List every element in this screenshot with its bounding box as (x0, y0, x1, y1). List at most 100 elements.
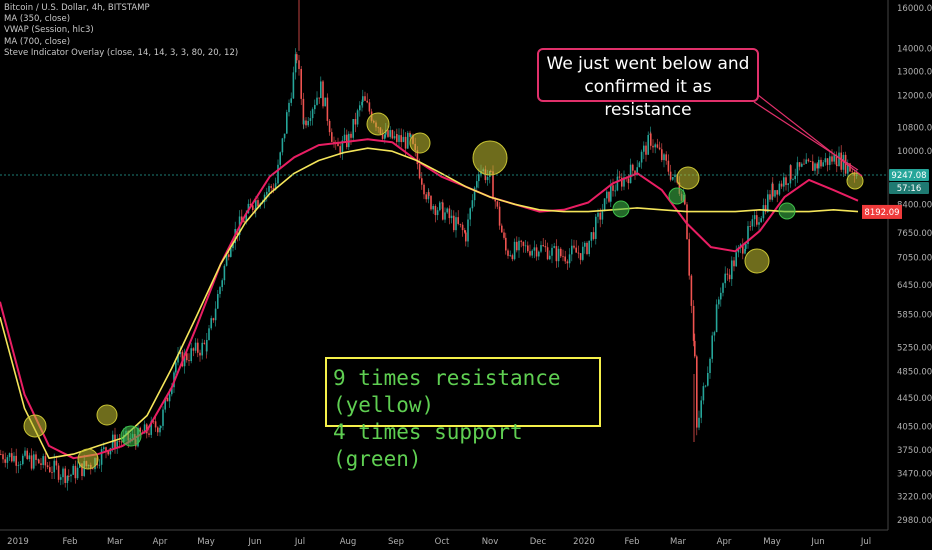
time-tick-label: Nov (482, 537, 499, 547)
candle-body (400, 135, 402, 143)
candle-body (74, 465, 77, 479)
note-line-2: 4 times support (green) (333, 420, 523, 471)
candle-body (288, 102, 290, 113)
candle-body (597, 212, 599, 217)
candle-body (368, 102, 371, 112)
candle-body (245, 212, 247, 223)
candle-body (17, 464, 20, 466)
support-marker (120, 425, 142, 447)
candle-body (544, 246, 547, 248)
candle-body (582, 246, 584, 260)
candle-body (621, 177, 623, 187)
time-axis[interactable]: 2019 Feb Mar Apr May Jun Jul Aug Sep Oct Nov Dec 202… (0, 529, 888, 547)
legend-indicator-ma350[interactable]: MA (350, close) (4, 14, 71, 25)
candle-body (30, 455, 33, 469)
candle-body (455, 217, 457, 231)
resistance-marker (472, 140, 508, 176)
candle-body (76, 467, 79, 479)
moving-average-lines (0, 138, 888, 460)
legend-indicator-ma700[interactable]: MA (700, close) (4, 36, 71, 47)
candle-body (835, 154, 838, 165)
resistance-marker (409, 132, 431, 154)
price-tick-label: 2980.00 (897, 516, 932, 526)
candle-body (774, 190, 776, 197)
candle-body (112, 434, 114, 444)
price-tick-label: 4050.00 (897, 423, 932, 433)
price-tick-label: 3220.00 (897, 492, 932, 502)
price-tick-label: 4450.00 (897, 394, 932, 404)
time-tick-label: Oct (435, 537, 450, 547)
candle-body (650, 133, 652, 146)
candle-body (257, 200, 259, 207)
candle-body (13, 455, 15, 462)
candle-body (396, 134, 398, 142)
candle-body (518, 240, 520, 251)
candle-body (476, 181, 478, 188)
time-tick-label: Mar (107, 537, 124, 547)
candle-body (314, 104, 316, 110)
candle-body (432, 206, 434, 210)
candle-body (831, 156, 833, 162)
candle-body (577, 252, 580, 254)
candle-body (511, 255, 514, 260)
candle-body (840, 152, 842, 170)
candle-body (103, 447, 105, 450)
price-tick-label: 13000.00 (897, 67, 932, 77)
price-tags: 9247.08 57:16 8192.09 (862, 169, 929, 219)
candle-body (421, 178, 423, 185)
summary-note: 9 times resistance (yellow) 4 times supp… (325, 357, 601, 471)
price-axis[interactable]: 16000.00 14000.00 13000.00 12000.00 10800.00… (887, 0, 932, 530)
candle-body (751, 219, 754, 227)
time-tick-label: Jul (294, 537, 305, 547)
candle-body (266, 191, 268, 195)
legend-indicator-steve[interactable]: Steve Indicator Overlay (close, 14, 14, … (4, 47, 239, 58)
candle-body (320, 81, 322, 99)
candle-body (42, 456, 44, 465)
time-tick-label: Feb (62, 537, 77, 547)
price-tick-label: 5850.00 (897, 311, 932, 321)
candle-body (844, 154, 847, 174)
candle-body (608, 191, 610, 202)
candle-body (634, 170, 636, 174)
legend-indicator-vwap[interactable]: VWAP (Session, hlc3) (4, 25, 94, 36)
price-tick-label: 4850.00 (897, 368, 932, 378)
candle-body (337, 143, 339, 147)
price-tick-label: 14000.00 (897, 45, 932, 55)
candle-body (820, 159, 822, 167)
candle-body (478, 174, 480, 182)
candle-body (647, 135, 649, 155)
candle-body (772, 183, 774, 197)
candle-body (203, 342, 206, 344)
price-tick-label: 12000.00 (897, 92, 932, 102)
candle-body (143, 424, 146, 434)
candle-body (471, 200, 474, 209)
candle-body (6, 457, 9, 463)
candle-body (522, 241, 525, 246)
candle-body (326, 97, 329, 121)
candle-body (450, 215, 453, 219)
candle-body (366, 100, 368, 103)
candle-body (711, 335, 713, 359)
candle-body (300, 68, 302, 99)
candle-body (197, 342, 199, 353)
candle-body (150, 421, 152, 435)
candle-body (249, 203, 252, 206)
candle-body (549, 255, 551, 260)
candle-body (776, 190, 778, 195)
candle-body (343, 134, 346, 141)
candle-body (645, 145, 647, 155)
candle-body (296, 54, 298, 61)
candle-body (381, 133, 384, 139)
candle-body (348, 133, 350, 148)
time-tick-label: Jun (810, 537, 824, 547)
candle-body (8, 453, 11, 458)
legend-symbol[interactable]: Bitcoin / U.S. Dollar, 4h, BITSTAMP (4, 3, 150, 13)
candle-body (154, 421, 157, 428)
candle-body (553, 246, 555, 248)
candle-body (274, 184, 277, 190)
candle-body (252, 205, 254, 210)
candle-body (505, 237, 507, 251)
candle-body (623, 177, 625, 187)
candle-body (529, 251, 531, 256)
